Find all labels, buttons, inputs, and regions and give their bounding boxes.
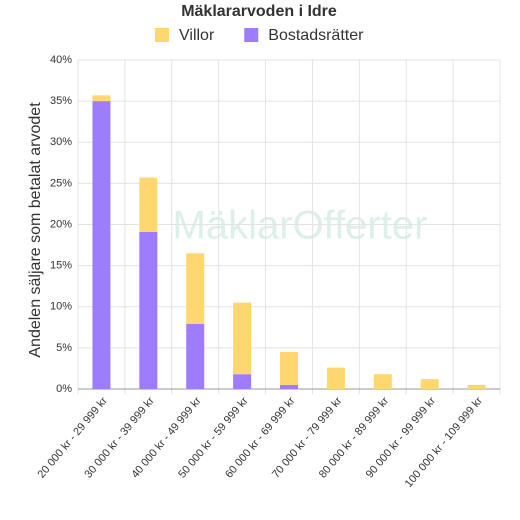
legend-label: Bostadsrätter <box>268 27 364 44</box>
bar-segment <box>92 95 111 102</box>
y-tick-label: 15% <box>50 260 72 272</box>
bar-segment <box>186 324 205 389</box>
legend-swatch <box>244 28 259 42</box>
y-tick-label: 0% <box>56 383 72 395</box>
y-tick-label: 40% <box>50 54 72 66</box>
x-tick-label: 100 000 kr - 109 999 kr <box>403 395 486 490</box>
bar-segment <box>92 101 111 389</box>
y-tick-label: 25% <box>50 177 72 189</box>
y-tick-label: 5% <box>56 342 72 354</box>
bar-segment <box>467 384 486 389</box>
y-tick-label: 10% <box>50 301 72 313</box>
bar-segment <box>186 253 205 325</box>
legend-swatch <box>155 28 169 42</box>
y-tick-label: 35% <box>50 95 72 107</box>
legend-label: Villor <box>179 27 215 44</box>
bar-segment <box>326 367 345 389</box>
chart-title: Mäklararvoden i Idre <box>181 3 337 20</box>
bar-segment <box>139 177 158 232</box>
bar-segment <box>233 302 252 375</box>
bar-segment <box>280 351 298 385</box>
y-tick-label: 30% <box>50 136 72 148</box>
bar-segment <box>280 384 298 389</box>
y-tick-label: 20% <box>50 218 72 230</box>
y-axis-title: Andelen säljare som betalat arvodet <box>27 102 44 358</box>
bar-segment <box>373 374 392 389</box>
bar-segment <box>420 379 439 389</box>
bar-segment <box>233 374 252 389</box>
bar-segment <box>139 231 158 389</box>
watermark: MäklarOfferter <box>173 204 428 248</box>
